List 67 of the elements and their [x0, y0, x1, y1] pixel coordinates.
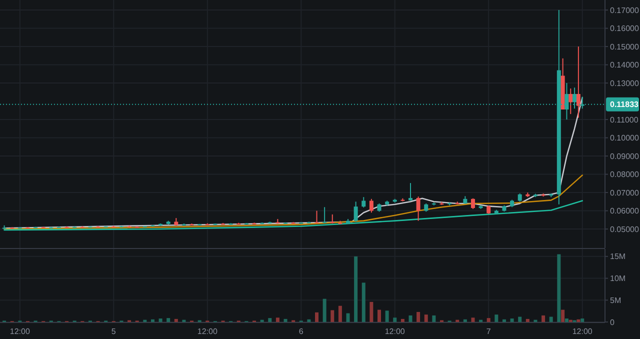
bar: [408, 315, 412, 322]
bar: [315, 312, 319, 322]
bar: [463, 319, 467, 322]
y-tick-label: 0.14000: [610, 60, 640, 70]
x-tick-label: 12:00: [197, 326, 218, 336]
bar: [330, 310, 334, 322]
bar: [158, 318, 162, 322]
bar: [510, 318, 514, 322]
bar: [486, 318, 490, 322]
x-tick-label: 5: [111, 326, 116, 336]
bar: [307, 319, 311, 322]
candlestick: [314, 210, 319, 224]
y-tick-label: 0.11000: [610, 115, 639, 124]
y-tick-label: 0: [610, 318, 615, 327]
y-tick-label: 15M: [610, 252, 626, 262]
bar: [268, 318, 272, 322]
bar: [502, 319, 506, 322]
bar: [416, 312, 420, 322]
x-tick-label: 12:00: [384, 326, 406, 336]
bar: [432, 315, 436, 322]
bar: [284, 318, 288, 322]
bar: [393, 318, 397, 322]
y-tick-label: 0.06000: [610, 206, 640, 216]
y-tick-label: 10M: [610, 274, 626, 284]
y-tick-label: 0.13000: [610, 78, 640, 88]
bar: [150, 319, 154, 322]
bar: [346, 313, 350, 322]
bar: [471, 318, 475, 322]
bar: [385, 310, 389, 322]
bar: [494, 314, 498, 322]
bar: [542, 315, 546, 322]
y-tick-label: 0.08000: [610, 170, 640, 180]
bar: [424, 314, 428, 322]
bar: [174, 318, 178, 322]
bar: [557, 254, 561, 322]
x-tick-label: 12:00: [572, 326, 593, 336]
bar: [322, 298, 326, 322]
y-tick-label: 5M: [610, 296, 622, 305]
candlestick: [369, 198, 374, 214]
bar: [549, 316, 553, 322]
bar: [166, 318, 170, 322]
bar: [338, 306, 342, 322]
bar: [370, 302, 374, 322]
y-tick-label: 0.09000: [610, 152, 640, 161]
bar: [400, 318, 404, 322]
candlestick: [470, 198, 475, 210]
y-tick-label: 0.10000: [610, 134, 640, 143]
bar: [518, 316, 522, 322]
ref-line-label: 0.11833: [610, 100, 640, 110]
x-tick-label: 12:00: [10, 326, 30, 336]
candlestick: [354, 201, 358, 222]
x-tick-label: 7: [486, 326, 492, 336]
x-tick-label: 6: [298, 326, 304, 336]
candlestick: [416, 196, 420, 222]
y-tick-label: 0.17000: [610, 6, 640, 15]
bar: [526, 318, 530, 322]
y-tick-label: 0.16000: [610, 24, 640, 34]
bar: [354, 256, 358, 322]
y-tick-label: 0.07000: [610, 188, 640, 198]
candlestick: [322, 206, 327, 224]
bar: [378, 310, 381, 322]
y-tick-label: 0.15000: [610, 42, 640, 52]
candlestick: [362, 196, 366, 208]
y-tick-label: 0.05000: [610, 224, 640, 234]
candlestick: [408, 182, 412, 202]
bar: [362, 282, 366, 322]
bar: [276, 318, 280, 322]
